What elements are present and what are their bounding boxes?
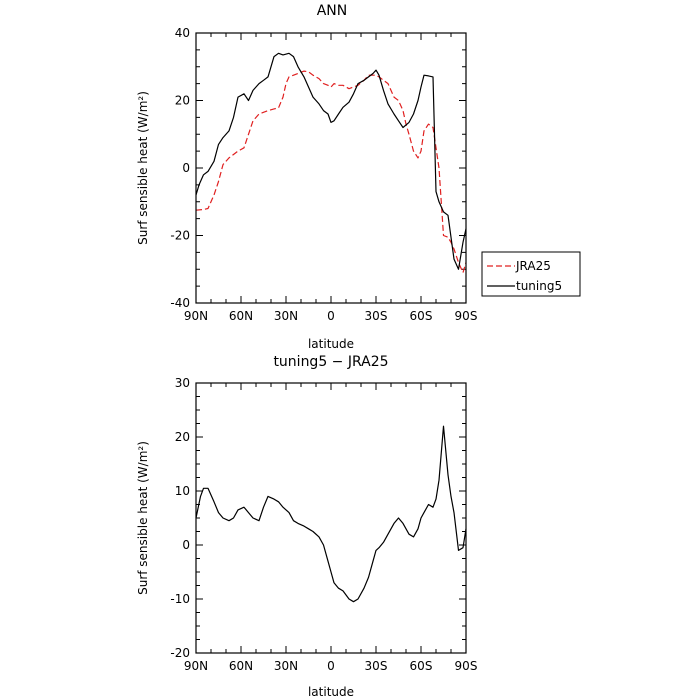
x-tick-label: 30N (274, 309, 298, 323)
x-tick-label: 90S (455, 309, 478, 323)
x-axis-label-top: latitude (308, 337, 354, 351)
legend-label-tuning5: tuning5 (516, 279, 562, 293)
x-tick-label: 30S (365, 659, 388, 673)
ticks-bottom: 90N 60N 30N 0 30S 60S 90S -20 -10 0 10 20 30 (170, 376, 477, 673)
y-tick-label: -40 (170, 296, 190, 310)
series-group-top (195, 52, 467, 274)
y-tick-label: 0 (182, 161, 190, 175)
x-tick-label: 0 (327, 309, 335, 323)
chart-title-diff: tuning5 − JRA25 (273, 354, 388, 370)
series-line-jra25 (195, 70, 467, 274)
chart-title-ann: ANN (317, 3, 348, 19)
y-tick-label: -10 (170, 592, 190, 606)
y-tick-label: 20 (175, 430, 190, 444)
y-axis-label-top: Surf sensible heat (W/m²) (136, 91, 150, 245)
y-tick-label: 40 (175, 26, 190, 40)
x-tick-label: 90S (455, 659, 478, 673)
legend-label-jra25: JRA25 (515, 259, 551, 273)
panel-ann: ANN latitude Surf sensible heat (W/m²) 9… (136, 3, 477, 351)
x-axis-label-bottom: latitude (308, 685, 354, 699)
plot-frame-top (195, 32, 467, 304)
y-tick-label: 0 (182, 538, 190, 552)
y-tick-label: 10 (175, 484, 190, 498)
series-line-difference (195, 425, 467, 603)
y-axis-label-bottom: Surf sensible heat (W/m²) (136, 441, 150, 595)
x-tick-label: 60S (410, 309, 433, 323)
panel-diff: tuning5 − JRA25 latitude Surf sensible h… (136, 354, 477, 699)
x-tick-label: 60N (229, 309, 253, 323)
y-tick-label: -20 (170, 229, 190, 243)
series-group-bottom (195, 425, 467, 603)
x-tick-label: 30N (274, 659, 298, 673)
y-tick-label: -20 (170, 646, 190, 660)
x-tick-label: 30S (365, 309, 388, 323)
ticks-top: 90N 60N 30N 0 30S 60S 90S -40 -20 0 20 40 (170, 26, 477, 323)
y-tick-label: 30 (175, 376, 190, 390)
y-tick-label: 20 (175, 94, 190, 108)
x-tick-label: 90N (184, 309, 208, 323)
legend-box (481, 251, 581, 297)
x-tick-label: 60S (410, 659, 433, 673)
plot-frame-bottom (195, 382, 467, 654)
legend: JRA25 tuning5 (481, 251, 581, 297)
x-tick-label: 60N (229, 659, 253, 673)
x-tick-label: 90N (184, 659, 208, 673)
x-tick-label: 0 (327, 659, 335, 673)
series-line-tuning5 (195, 52, 467, 270)
